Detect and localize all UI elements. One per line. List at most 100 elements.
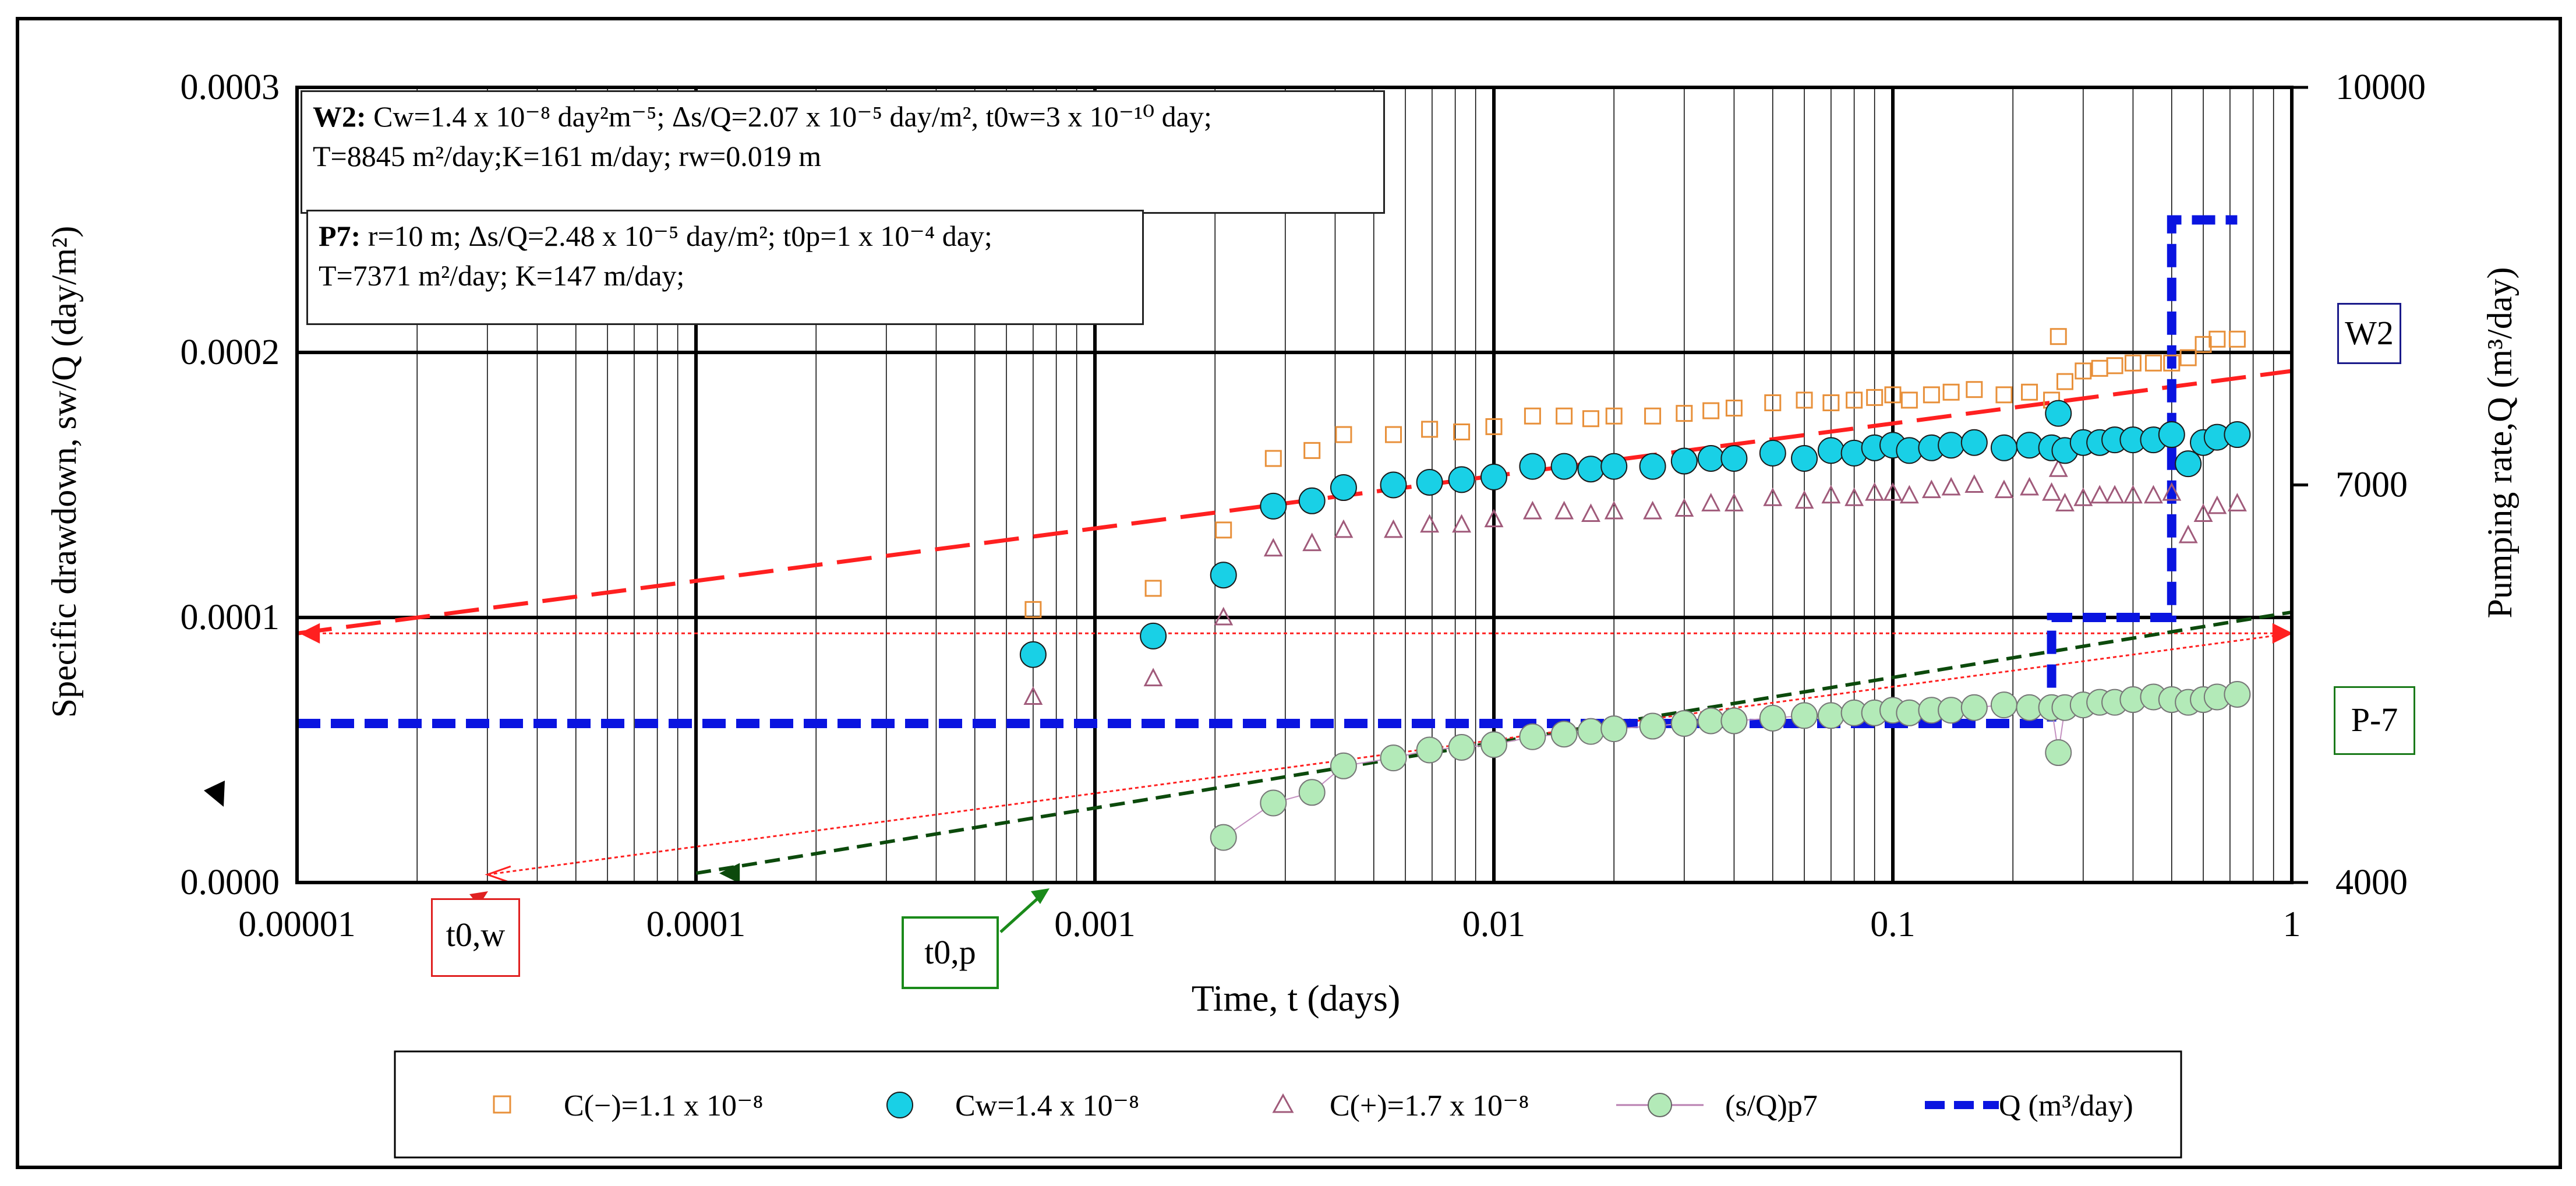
x-tick-label: 0.00001 <box>238 905 356 944</box>
p7-point <box>1938 697 1965 724</box>
cw-point <box>1938 432 1965 459</box>
cminus-point <box>1556 407 1573 425</box>
p7-series-label: P-7 <box>2334 686 2415 755</box>
p7-point <box>1330 752 1357 779</box>
cplus-point <box>1844 487 1864 506</box>
y2-tick-label: 4000 <box>2335 863 2408 902</box>
cw-point <box>2224 421 2251 449</box>
cw-point <box>1480 463 1507 490</box>
t0p-pointer <box>999 893 1044 933</box>
cplus-point <box>2162 482 2182 501</box>
p7-point <box>1480 731 1507 758</box>
q-series-line <box>297 215 2238 728</box>
w2-series-label: W2 <box>2337 303 2401 364</box>
cw-point <box>1639 453 1666 480</box>
cw-point <box>1260 492 1287 520</box>
cplus-point <box>1899 485 1919 504</box>
cminus-point <box>1524 407 1541 425</box>
legend-marker-cplus <box>1272 1093 1294 1113</box>
cw-point <box>2158 421 2185 449</box>
x-tick-label: 0.1 <box>1870 905 1916 944</box>
x-tick-label: 1 <box>2283 905 2301 944</box>
legend <box>394 1050 2182 1159</box>
cminus-point <box>2195 336 2212 353</box>
arrowhead-t0w-left <box>485 865 511 884</box>
cplus-point <box>2048 458 2068 477</box>
cplus-point <box>1941 476 1961 496</box>
cminus-point <box>1702 402 1720 419</box>
cplus-point <box>2090 485 2109 504</box>
p7-point <box>1550 721 1578 748</box>
cplus-point <box>1143 668 1163 687</box>
cplus-point <box>2020 476 2040 496</box>
p7-point <box>1519 723 1546 750</box>
p7-point <box>1896 699 1923 726</box>
left-arrowhead-marker <box>204 781 225 807</box>
cw-point <box>2016 432 2043 459</box>
cplus-point <box>1484 509 1504 528</box>
arrowhead-w2-left <box>299 623 320 644</box>
legend-label-cw: Cw=1.4 x 10⁻⁸ <box>955 1089 1139 1123</box>
cminus-point <box>1966 381 1983 398</box>
cminus-point <box>1485 418 1503 435</box>
cminus-point <box>2021 383 2038 401</box>
cminus-point <box>1995 386 2013 404</box>
cw-point <box>1140 622 1167 650</box>
annotation-w2: W2: Cw=1.4 x 10⁻⁸ day²m⁻⁵; Δs/Q=2.07 x 1… <box>301 90 1385 214</box>
p7-point <box>1759 704 1786 732</box>
cplus-point <box>1964 474 1984 493</box>
cminus-point <box>2106 357 2123 375</box>
cplus-point <box>1384 519 1403 538</box>
cminus-point <box>2056 373 2073 390</box>
cminus-point <box>1846 391 1863 409</box>
legend-label-cplus: C(+)=1.7 x 10⁻⁸ <box>1330 1089 1529 1123</box>
cw-point <box>1019 641 1047 668</box>
cw-point <box>1448 466 1475 493</box>
cplus-point <box>1522 500 1542 520</box>
annotation-p7-title: P7: <box>319 220 361 252</box>
p7-point <box>1577 718 1605 745</box>
y-tick-label: 0.0001 <box>181 598 280 637</box>
cplus-point <box>1821 485 1841 504</box>
y2-tick-label: 7000 <box>2335 465 2408 505</box>
cminus-point <box>1822 394 1840 411</box>
fit-line-0 <box>296 369 2292 636</box>
data-marks <box>297 215 2251 851</box>
cplus-point <box>2227 493 2247 511</box>
p7-point <box>1960 694 1988 721</box>
cplus-point <box>1334 519 1354 538</box>
cw-point <box>1896 437 1923 464</box>
x-tick-label: 0.001 <box>1054 905 1136 944</box>
cminus-point <box>1385 426 1402 443</box>
cminus-point <box>1303 442 1321 459</box>
annotation-p7: P7: r=10 m; Δs/Q=2.48 x 10⁻⁵ day/m²; t0p… <box>306 210 1144 325</box>
cplus-point <box>1921 479 1941 499</box>
cminus-point <box>1725 400 1743 417</box>
cminus-point <box>2124 354 2142 372</box>
cplus-point <box>1023 686 1043 705</box>
cplus-point <box>2207 495 2227 514</box>
cplus-point <box>1883 482 1903 501</box>
p7-point <box>1448 733 1475 761</box>
annotation-w2-line1: W2: Cw=1.4 x 10⁻⁸ day²m⁻⁵; Δs/Q=2.07 x 1… <box>313 97 1373 136</box>
cw-point <box>1600 453 1628 480</box>
cplus-point <box>2193 503 2213 523</box>
p7-point <box>1298 779 1326 806</box>
cminus-point <box>1024 601 1042 618</box>
p7-point <box>1600 715 1628 743</box>
x-tick-label: 0.0001 <box>646 905 746 944</box>
cw-point <box>1697 445 1725 472</box>
cplus-point <box>1724 493 1744 511</box>
annotation-w2-title: W2: <box>313 100 366 133</box>
y-tick-label: 0.0002 <box>181 333 280 372</box>
cplus-point <box>1420 514 1440 533</box>
annotation-w2-text1: Cw=1.4 x 10⁻⁸ day²m⁻⁵; Δs/Q=2.07 x 10⁻⁵ … <box>366 100 1212 133</box>
t0p-label-box: t0,p <box>902 916 999 989</box>
cminus-point <box>1764 394 1782 411</box>
cplus-point <box>1554 500 1574 520</box>
t0p-pointer-head <box>1031 888 1050 904</box>
cminus-point <box>2163 354 2181 372</box>
cplus-point <box>2123 485 2143 504</box>
cminus-point <box>1796 391 1813 409</box>
y2-axis-title: Pumping rate,Q (m³/day) <box>2480 267 2519 619</box>
